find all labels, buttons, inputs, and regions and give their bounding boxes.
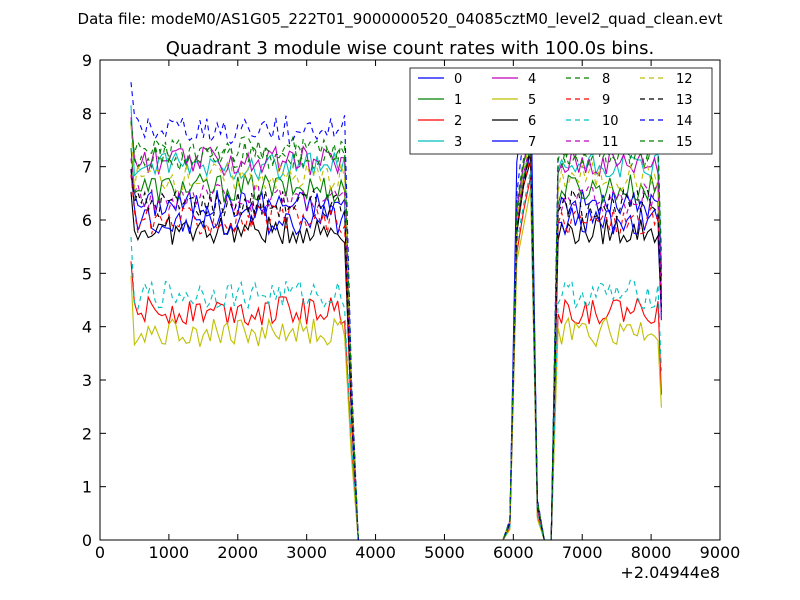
legend-label-12: 12 — [676, 72, 693, 87]
x-tick-label: 5000 — [424, 543, 465, 562]
y-tick-label: 0 — [82, 531, 92, 550]
x-tick-label: 4000 — [355, 543, 396, 562]
legend-label-14: 14 — [676, 114, 693, 129]
x-tick-label: 9000 — [700, 543, 741, 562]
y-tick-label: 1 — [82, 478, 92, 497]
series-line-9 — [130, 156, 662, 540]
legend-label-2: 2 — [454, 114, 462, 129]
x-tick-label: 1000 — [149, 543, 190, 562]
legend-label-15: 15 — [676, 135, 693, 150]
y-tick-label: 2 — [82, 424, 92, 443]
legend-label-3: 3 — [454, 135, 462, 150]
figure-suptitle: Data file: modeM0/AS1G05_222T01_90000005… — [78, 10, 723, 29]
y-tick-label: 8 — [82, 104, 92, 123]
legend-label-8: 8 — [602, 72, 610, 87]
x-tick-label: 2000 — [217, 543, 258, 562]
y-tick-label: 7 — [82, 158, 92, 177]
y-tick-label: 4 — [82, 318, 92, 337]
legend-label-13: 13 — [676, 93, 693, 108]
series-line-4 — [130, 117, 662, 540]
x-tick-label: 6000 — [493, 543, 534, 562]
y-tick-label: 6 — [82, 211, 92, 230]
legend-label-10: 10 — [602, 114, 619, 129]
plot-frame — [99, 59, 721, 541]
legend-label-11: 11 — [602, 135, 619, 150]
y-tick-label: 5 — [82, 264, 92, 283]
y-tick-label: 3 — [82, 371, 92, 390]
series-line-10 — [130, 170, 662, 540]
legend-label-7: 7 — [528, 135, 536, 150]
series-line-1 — [130, 146, 662, 540]
legend-label-0: 0 — [454, 72, 462, 87]
series-line-3 — [130, 105, 662, 540]
series-line-7 — [130, 68, 662, 540]
legend-label-4: 4 — [528, 72, 536, 87]
series-line-2 — [130, 176, 662, 540]
legend-label-1: 1 — [454, 93, 462, 108]
series-line-11 — [130, 142, 662, 540]
series-line-12 — [130, 124, 662, 540]
series-line-8 — [130, 122, 662, 540]
legend-label-9: 9 — [602, 93, 610, 108]
series-line-5 — [130, 188, 662, 540]
series-line-6 — [130, 160, 662, 540]
legend-box — [409, 67, 713, 155]
x-tick-label: 3000 — [286, 543, 327, 562]
chart-title: Quadrant 3 module wise count rates with … — [166, 38, 655, 59]
legend-label-5: 5 — [528, 93, 536, 108]
x-tick-label: 8000 — [631, 543, 672, 562]
series-line-13 — [130, 145, 662, 540]
x-tick-label: 7000 — [562, 543, 603, 562]
x-offset-label: +2.04944e8 — [620, 563, 720, 582]
legend-label-6: 6 — [528, 114, 536, 129]
axis-ticks: 0 1000 2000 3000 4000 5000 6000 7000 8000 9000012… — [82, 51, 741, 562]
series-line-15 — [130, 120, 662, 540]
x-tick-label: 0 — [95, 543, 105, 562]
y-tick-label: 9 — [82, 51, 92, 70]
